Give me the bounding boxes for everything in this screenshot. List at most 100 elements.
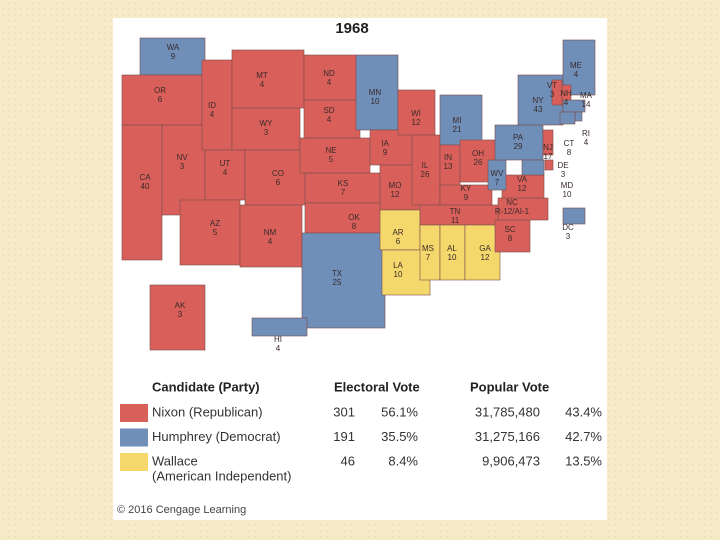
- state-votes: 26: [474, 158, 483, 167]
- legend-swatch: [120, 404, 148, 422]
- state-votes: 10: [371, 97, 380, 106]
- state-abbr: OH: [472, 149, 484, 158]
- state-votes: 6: [396, 237, 401, 246]
- legend-swatch: [120, 453, 148, 471]
- state: [231, 49, 305, 109]
- state: [439, 224, 466, 281]
- state: [239, 204, 303, 268]
- popular-vote: 31,275,166: [475, 429, 540, 444]
- state-votes: 17: [544, 152, 553, 161]
- state-abbr: MA: [580, 91, 593, 100]
- state-abbr: CO: [272, 169, 284, 178]
- state-votes: 10: [394, 270, 403, 279]
- legend-header: Popular Vote: [470, 379, 549, 394]
- state-votes: 4: [210, 110, 215, 119]
- state-abbr: MS: [422, 244, 434, 253]
- state-abbr: NE: [325, 146, 336, 155]
- state-votes: 3: [178, 310, 183, 319]
- state-abbr: TX: [332, 269, 343, 278]
- popular-pct: 13.5%: [565, 453, 602, 468]
- state-abbr: SD: [323, 106, 334, 115]
- state-abbr: KY: [461, 184, 472, 193]
- state-abbr: RI: [582, 129, 590, 138]
- state-abbr: IN: [444, 153, 452, 162]
- electoral-pct: 8.4%: [388, 453, 418, 468]
- lake-superior: [418, 70, 462, 86]
- state-votes: 10: [448, 253, 457, 262]
- state-votes: 8: [508, 234, 513, 243]
- candidate-name: (American Independent): [152, 468, 291, 483]
- state: [149, 284, 206, 351]
- state: [201, 59, 233, 151]
- state-votes: 6: [158, 95, 163, 104]
- state-abbr: WA: [167, 43, 180, 52]
- state: [303, 54, 357, 101]
- legend-header: Electoral Vote: [334, 379, 420, 394]
- state-abbr: SC: [504, 225, 515, 234]
- state-abbr: UT: [220, 159, 231, 168]
- legend-swatch: [120, 428, 148, 447]
- state-abbr: NJ: [543, 143, 553, 152]
- state-votes: 4: [584, 138, 589, 147]
- state-votes: 40: [141, 182, 150, 191]
- state-votes: 5: [213, 228, 218, 237]
- state-abbr: AR: [392, 228, 403, 237]
- state-votes: 26: [421, 170, 430, 179]
- state-abbr: GA: [479, 244, 491, 253]
- state-abbr: HI: [274, 335, 282, 344]
- state-votes: 8: [352, 222, 357, 231]
- state: [397, 89, 436, 136]
- state-abbr: PA: [513, 133, 524, 142]
- state: [304, 172, 381, 204]
- state-votes: 4: [327, 78, 332, 87]
- state-votes: 4: [260, 80, 265, 89]
- state-abbr: OR: [154, 86, 166, 95]
- state-votes: 12: [481, 253, 490, 262]
- state: [139, 37, 206, 76]
- state-votes: 43: [534, 105, 543, 114]
- electoral-vote: 46: [341, 453, 355, 468]
- popular-vote: 9,906,473: [482, 453, 540, 468]
- state-votes: 9: [171, 52, 176, 61]
- state: [304, 202, 386, 234]
- state: [301, 232, 386, 329]
- state-abbr: ND: [323, 69, 335, 78]
- legend-header: Candidate (Party): [152, 379, 260, 394]
- state-votes: 4: [327, 115, 332, 124]
- candidate-name: Humphrey (Democrat): [152, 429, 281, 444]
- state-votes: 3: [561, 170, 566, 179]
- state-abbr: CT: [564, 139, 575, 148]
- state-votes: R-12/AI-1: [495, 207, 530, 216]
- candidate-name: Nixon (Republican): [152, 404, 263, 419]
- state: [355, 54, 399, 131]
- state-votes: 21: [453, 125, 462, 134]
- state-votes: 12: [412, 118, 421, 127]
- state-votes: 7: [341, 188, 346, 197]
- state-abbr: KS: [338, 179, 349, 188]
- electoral-pct: 56.1%: [381, 404, 418, 419]
- state-votes: 12: [518, 184, 527, 193]
- state-abbr: DC: [562, 223, 574, 232]
- state: [204, 149, 246, 201]
- state-abbr: WY: [260, 119, 274, 128]
- state-abbr: AL: [447, 244, 457, 253]
- state-votes: 5: [329, 155, 334, 164]
- popular-pct: 42.7%: [565, 429, 602, 444]
- state-abbr: MI: [453, 116, 462, 125]
- state-votes: 4: [223, 168, 228, 177]
- state-abbr: CA: [139, 173, 151, 182]
- state-abbr: MT: [256, 71, 268, 80]
- state-votes: 7: [426, 253, 431, 262]
- state-abbr: IL: [422, 161, 429, 170]
- state-votes: 7: [495, 178, 500, 187]
- electoral-vote: 191: [333, 429, 355, 444]
- state: [411, 134, 441, 206]
- state: [542, 129, 554, 156]
- state-votes: 4: [574, 70, 579, 79]
- map-title: 1968: [335, 20, 368, 37]
- state-abbr: NY: [532, 96, 544, 105]
- state-abbr: VT: [547, 81, 557, 90]
- state-votes: 3: [566, 232, 571, 241]
